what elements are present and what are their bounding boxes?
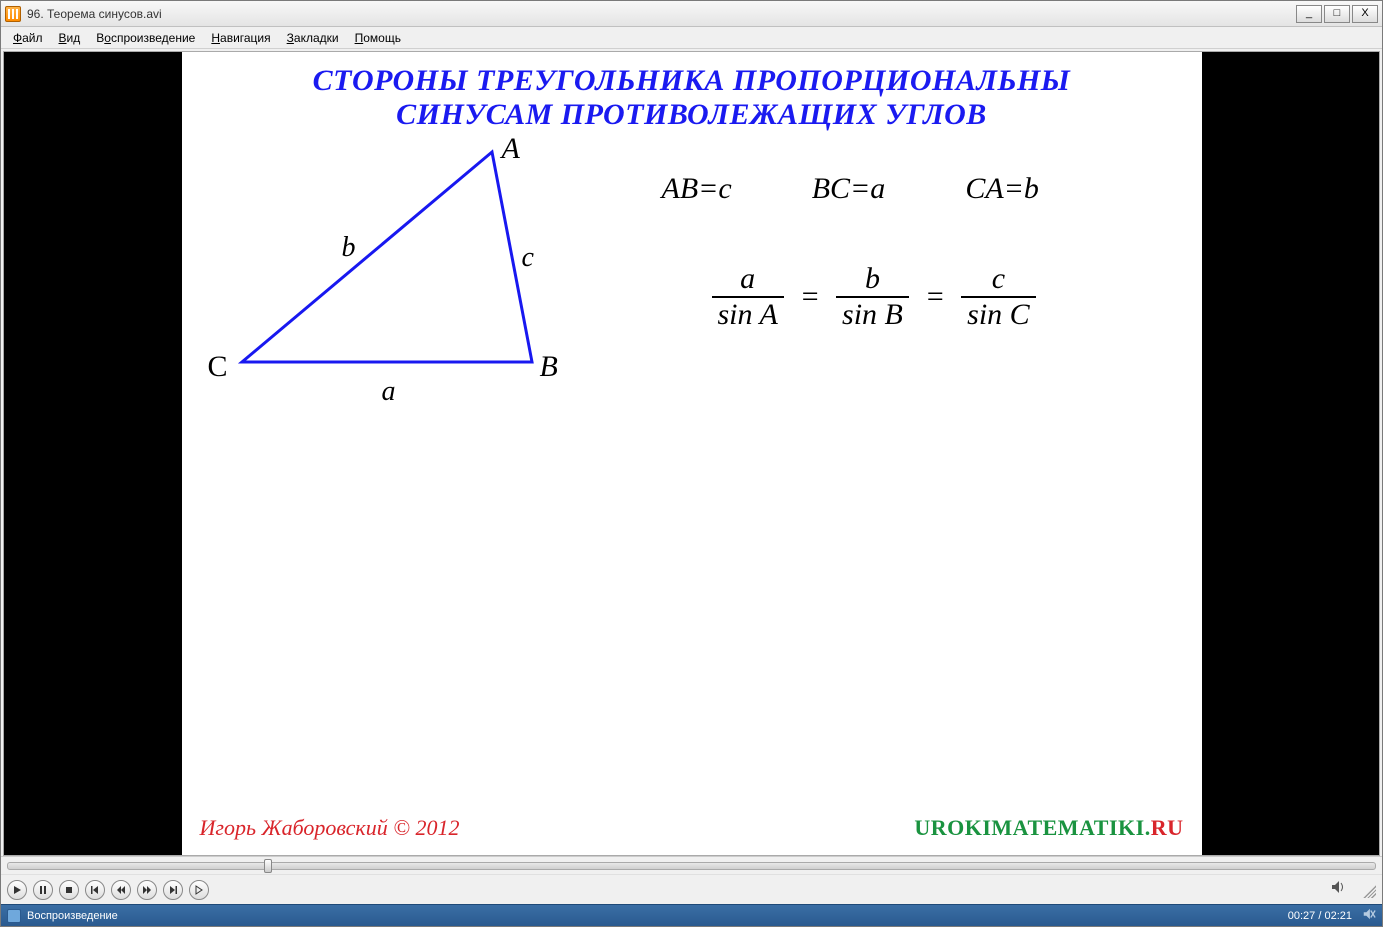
slide-content: СТОРОНЫ ТРЕУГОЛЬНИКА ПРОПОРЦИОНАЛЬНЫ СИН… — [182, 52, 1202, 855]
close-button[interactable]: X — [1352, 5, 1378, 23]
app-window: 96. Теорема синусов.avi _ □ X Файл Вид В… — [0, 0, 1383, 927]
vertex-B-label: B — [540, 350, 558, 384]
video-area[interactable]: СТОРОНЫ ТРЕУГОЛЬНИКА ПРОПОРЦИОНАЛЬНЫ СИН… — [3, 51, 1380, 856]
vertex-C-label: C — [208, 350, 228, 384]
volume-icon[interactable] — [1330, 879, 1346, 900]
sine-law-formula: a sin A = b sin B = c sin C — [712, 262, 1036, 332]
menu-bookmarks[interactable]: Закладки — [281, 29, 345, 47]
menu-navigation[interactable]: Навигация — [205, 29, 276, 47]
forward-button[interactable] — [137, 880, 157, 900]
side-b-label: b — [342, 232, 356, 264]
side-c-label: c — [522, 242, 534, 274]
seekbar-row — [1, 856, 1382, 874]
menu-file[interactable]: Файл — [7, 29, 49, 47]
menubar: Файл Вид Воспроизведение Навигация Закла… — [1, 27, 1382, 49]
eq-ab: AB=c — [662, 172, 732, 206]
controls-row — [1, 874, 1382, 904]
side-a-label: a — [382, 376, 396, 408]
vertex-A-label: A — [502, 132, 520, 166]
window-title: 96. Теорема синусов.avi — [27, 7, 1294, 21]
status-label: Воспроизведение — [27, 910, 118, 922]
app-icon — [5, 6, 21, 22]
step-button[interactable] — [189, 880, 209, 900]
eq-ca: CA=b — [965, 172, 1039, 206]
eq-bc: BC=a — [812, 172, 886, 206]
status-icon — [7, 909, 21, 923]
frac-a: a sin A — [712, 262, 784, 332]
skip-forward-button[interactable] — [163, 880, 183, 900]
menu-view[interactable]: Вид — [53, 29, 87, 47]
site-credit: UROKIMATEMATIKI.RU — [914, 815, 1183, 841]
seekbar[interactable] — [7, 862, 1376, 870]
slide-title-line1: СТОРОНЫ ТРЕУГОЛЬНИКА ПРОПОРЦИОНАЛЬНЫ — [182, 52, 1202, 98]
resize-grip-icon[interactable] — [1360, 882, 1376, 898]
minimize-button[interactable]: _ — [1296, 5, 1322, 23]
statusbar: Воспроизведение 00:27 / 02:21 — [1, 904, 1382, 926]
seekbar-thumb[interactable] — [264, 859, 272, 873]
stop-button[interactable] — [59, 880, 79, 900]
menu-playback[interactable]: Воспроизведение — [90, 29, 201, 47]
status-time: 00:27 / 02:21 — [1288, 910, 1352, 922]
triangle-diagram: A B C a b c — [182, 132, 652, 452]
maximize-button[interactable]: □ — [1324, 5, 1350, 23]
author-credit: Игорь Жаборовский © 2012 — [200, 815, 460, 841]
menu-help[interactable]: Помощь — [349, 29, 407, 47]
side-equations: AB=c BC=a CA=b — [662, 172, 1039, 206]
titlebar[interactable]: 96. Теорема синусов.avi _ □ X — [1, 1, 1382, 27]
play-button[interactable] — [7, 880, 27, 900]
triangle-svg — [182, 132, 652, 452]
skip-back-button[interactable] — [85, 880, 105, 900]
slide-title-line2: СИНУСАМ ПРОТИВОЛЕЖАЩИХ УГЛОВ — [182, 98, 1202, 132]
frac-c: c sin C — [961, 262, 1036, 332]
pause-button[interactable] — [33, 880, 53, 900]
frac-b: b sin B — [836, 262, 909, 332]
rewind-button[interactable] — [111, 880, 131, 900]
slide-footer: Игорь Жаборовский © 2012 UROKIMATEMATIKI… — [200, 815, 1184, 841]
mute-icon[interactable] — [1362, 907, 1376, 924]
